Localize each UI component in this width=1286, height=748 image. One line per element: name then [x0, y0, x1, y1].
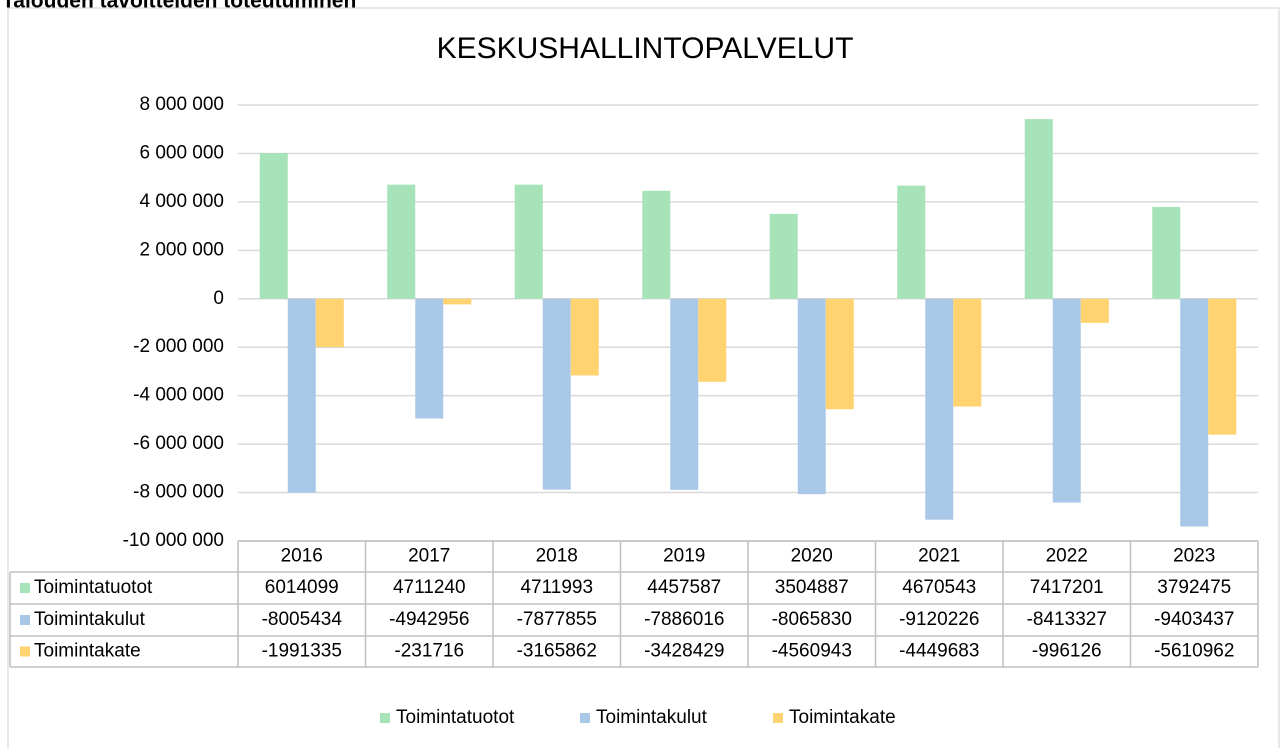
table-value: 6014099: [265, 577, 339, 598]
table-value: 4457587: [647, 577, 721, 598]
chart-title: KESKUSHALLINTOPALVELUT: [437, 32, 854, 65]
bar: [1080, 298, 1109, 323]
legend-key: [580, 713, 590, 723]
chart-frame: [7, 7, 1280, 748]
table-value: -231716: [394, 641, 464, 662]
bar: [315, 298, 344, 348]
bar: [1180, 298, 1209, 527]
x-tick-label: 2023: [1173, 546, 1215, 567]
bar: [514, 184, 543, 299]
table-value: -3165862: [517, 641, 597, 662]
table-value: -4560943: [772, 641, 852, 662]
x-tick-label: 2021: [918, 546, 960, 567]
table-legend-key: [20, 646, 30, 657]
x-tick-label: 2019: [663, 546, 705, 567]
y-tick-label: -2 000 000: [133, 336, 224, 357]
table-value: 3504887: [775, 577, 849, 598]
table-value: -4942956: [389, 609, 469, 630]
bar: [897, 185, 926, 299]
bar: [825, 298, 854, 410]
table-value: -996126: [1032, 641, 1102, 662]
table-value: 4670543: [902, 577, 976, 598]
table-value: -3428429: [644, 641, 724, 662]
y-tick-label: -4 000 000: [133, 385, 224, 406]
bar: [1152, 206, 1181, 299]
table-value: -8005434: [262, 609, 343, 630]
table-value: 3792475: [1157, 577, 1231, 598]
table-value: -7886016: [644, 609, 724, 630]
bar: [953, 298, 982, 407]
x-tick-label: 2016: [281, 546, 323, 567]
x-tick-label: 2022: [1046, 546, 1088, 567]
legend-label: Toimintatuotot: [396, 707, 515, 728]
table-value: 7417201: [1030, 577, 1104, 598]
table-value: -1991335: [262, 641, 342, 662]
legend-key: [773, 713, 783, 723]
y-tick-label: -6 000 000: [133, 433, 224, 454]
y-tick-label: 0: [213, 288, 224, 309]
y-tick-label: 4 000 000: [139, 191, 224, 212]
y-tick-label: -8 000 000: [133, 482, 224, 503]
legend-label: Toimintakate: [789, 707, 896, 728]
table-value: -8065830: [772, 609, 852, 630]
x-tick-label: 2018: [536, 546, 578, 567]
table-value: -9120226: [899, 609, 979, 630]
bar: [287, 298, 316, 493]
bar: [387, 184, 416, 299]
bar: [925, 298, 954, 520]
table-value: 4711240: [393, 577, 466, 598]
bar: [698, 298, 727, 382]
legend-label: Toimintakulut: [596, 707, 708, 728]
bar: [1024, 119, 1053, 299]
page-heading: Talouden tavoitteiden toteutuminen: [2, 0, 356, 13]
bar: [570, 298, 599, 376]
table-value: 4711993: [520, 577, 593, 598]
bar: [443, 298, 472, 305]
bar: [642, 190, 671, 299]
table-value: -9403437: [1154, 609, 1234, 630]
table-value: -8413327: [1027, 609, 1107, 630]
legend-key: [380, 713, 390, 723]
bar: [542, 298, 571, 490]
bar: [1052, 298, 1081, 503]
table-legend-key: [20, 583, 30, 593]
table-value: -5610962: [1154, 641, 1234, 662]
x-tick-label: 2020: [791, 546, 833, 567]
bar: [415, 298, 444, 419]
table-value: -7877855: [517, 609, 597, 630]
table-row-label: Toimintakulut: [34, 609, 146, 630]
table-row-label: Toimintatuotot: [34, 577, 153, 598]
y-tick-label: 6 000 000: [139, 142, 224, 163]
y-tick-label: -10 000 000: [123, 530, 224, 551]
table-row-label: Toimintakate: [34, 641, 141, 662]
y-tick-label: 8 000 000: [139, 94, 224, 115]
bar: [670, 298, 699, 490]
bar: [797, 298, 826, 495]
bar: [1208, 298, 1237, 435]
bar: [769, 213, 798, 299]
table-value: -4449683: [899, 641, 979, 662]
x-tick-label: 2017: [408, 546, 450, 567]
bar: [259, 153, 288, 299]
y-tick-label: 2 000 000: [139, 239, 224, 260]
table-legend-key: [20, 615, 30, 625]
